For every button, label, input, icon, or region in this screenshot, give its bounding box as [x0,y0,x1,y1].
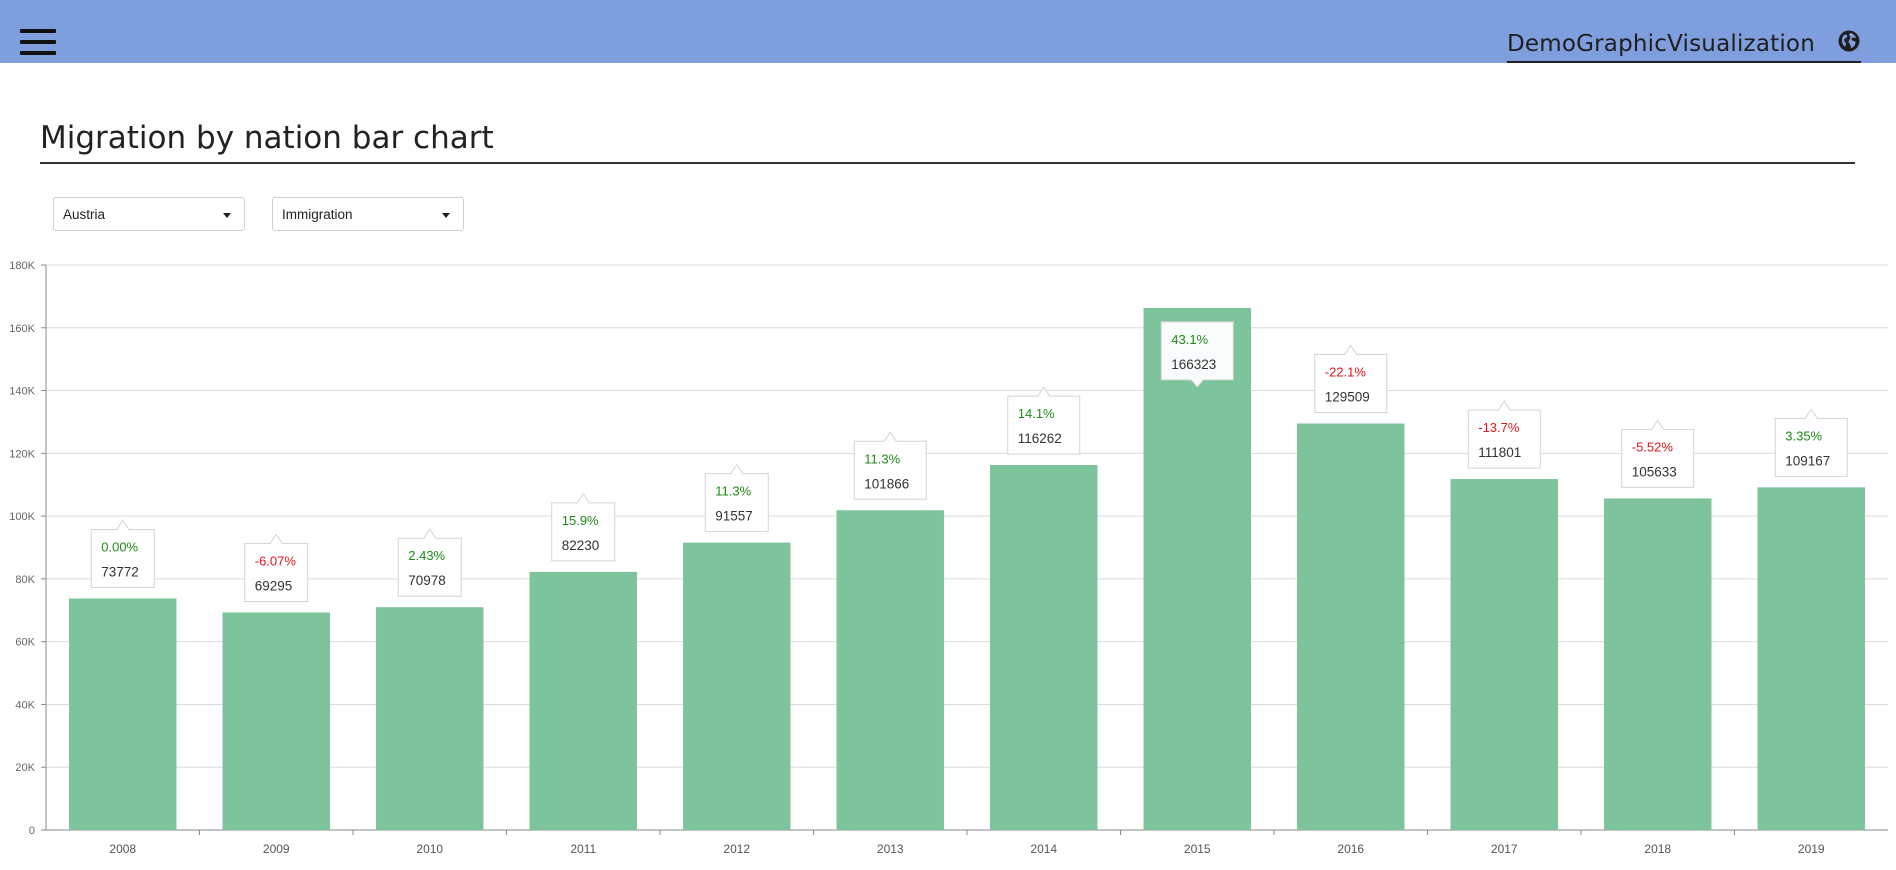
data-label-box [704,463,769,533]
x-tick-label: 2017 [1491,842,1518,856]
bar [836,510,944,830]
brand-name: DemoGraphicVisualization [1506,31,1815,57]
bar [529,571,637,830]
change-percent-label: 11.3% [864,451,900,466]
brand-link[interactable]: DemoGraphicVisualization [1506,27,1861,63]
value-label: 70978 [408,573,446,588]
data-label: 15.9% 82230 [551,492,616,562]
x-tick-label: 2018 [1644,842,1671,856]
change-percent-label: 0.00% [101,539,138,554]
data-label-box [551,492,616,562]
value-label: 82230 [562,538,600,553]
y-tick-label: 100K [9,511,35,523]
x-tick-label: 2011 [570,842,596,856]
data-label: 43.1% 166323 [1160,321,1234,388]
data-label: -13.7% 111801 [1467,400,1541,469]
value-label: 69295 [255,578,293,593]
bar [683,542,791,830]
data-label: -22.1% 129509 [1314,344,1388,413]
data-label-box [1007,386,1081,455]
data-label: 3.35% 109167 [1774,408,1848,477]
data-label: 11.3% 101866 [853,431,927,500]
bar [1450,479,1558,830]
menu-bar [20,40,56,44]
x-tick-label: 2012 [723,842,750,856]
top-navbar: DemoGraphicVisualization [0,0,1896,63]
data-label-box [397,528,462,597]
value-label: 101866 [864,476,909,491]
data-label: -6.07% 69295 [244,533,309,602]
data-label-box [1621,419,1695,488]
globe-icon[interactable] [1837,29,1861,53]
y-tick-label: 160K [9,323,35,335]
change-percent-label: -5.52% [1632,439,1674,454]
x-tick-label: 2019 [1798,842,1825,856]
country-select[interactable]: Austria [53,197,245,231]
data-label: -5.52% 105633 [1621,419,1695,488]
y-tick-label: 40K [15,699,35,711]
bar [1297,423,1405,830]
data-label-box [853,431,927,500]
data-label-box [244,533,309,602]
bar [222,612,330,830]
value-label: 111801 [1478,445,1521,460]
change-percent-label: 11.3% [715,484,751,499]
change-percent-label: 43.1% [1171,332,1208,347]
chevron-down-icon [442,213,450,218]
data-label: 2.43% 70978 [397,528,462,597]
x-tick-label: 2014 [1030,842,1057,856]
country-select-value: Austria [63,206,106,222]
value-label: 73772 [101,564,139,579]
value-label: 109167 [1785,453,1830,468]
y-tick-label: 180K [9,260,35,272]
migration-type-select-value: Immigration [282,206,353,222]
y-tick-label: 0 [29,825,35,837]
data-label: 0.00% 73772 [90,519,155,588]
bar [1604,498,1712,830]
change-percent-label: 14.1% [1018,406,1055,421]
value-label: 105633 [1632,464,1677,479]
y-tick-label: 120K [9,448,35,460]
data-label: 14.1% 116262 [1007,386,1081,455]
x-tick-label: 2015 [1184,842,1211,856]
x-tick-label: 2008 [109,842,136,856]
chevron-down-icon [223,213,231,218]
value-label: 91557 [715,509,753,524]
hamburger-menu-icon[interactable] [20,29,56,57]
page-title: Migration by nation bar chart [40,120,1855,164]
x-tick-label: 2013 [877,842,904,856]
change-percent-label: 2.43% [408,548,445,563]
menu-bar [20,29,56,33]
bar [990,465,1098,830]
migration-type-select[interactable]: Immigration [272,197,464,231]
menu-bar [20,51,56,55]
x-tick-label: 2016 [1337,842,1364,856]
change-percent-label: -22.1% [1325,364,1367,379]
value-label: 116262 [1018,431,1062,446]
change-percent-label: 3.35% [1785,428,1822,443]
value-label: 166323 [1171,357,1216,372]
data-label-box [1314,344,1388,413]
change-percent-label: 15.9% [562,513,599,528]
y-tick-label: 20K [15,762,35,774]
x-tick-label: 2009 [263,842,290,856]
change-percent-label: -13.7% [1478,420,1520,435]
data-label-box [1467,400,1541,469]
data-label: 11.3% 91557 [704,463,769,533]
x-tick-label: 2010 [416,842,443,856]
bar [1757,487,1865,830]
data-label-box [90,519,155,588]
change-percent-label: -6.07% [255,553,297,568]
value-label: 129509 [1325,389,1370,404]
bar [376,607,484,830]
bar [1143,307,1251,831]
migration-bar-chart: 0 20K 40K 60K 80K 100K 120K 140K 160K 180K 2008 0.0… [9,260,1888,856]
bar [69,598,177,830]
y-tick-label: 80K [15,574,35,586]
y-tick-label: 140K [9,386,35,398]
data-label-box [1160,321,1234,388]
data-label-box [1774,408,1848,477]
y-tick-label: 60K [15,637,35,649]
